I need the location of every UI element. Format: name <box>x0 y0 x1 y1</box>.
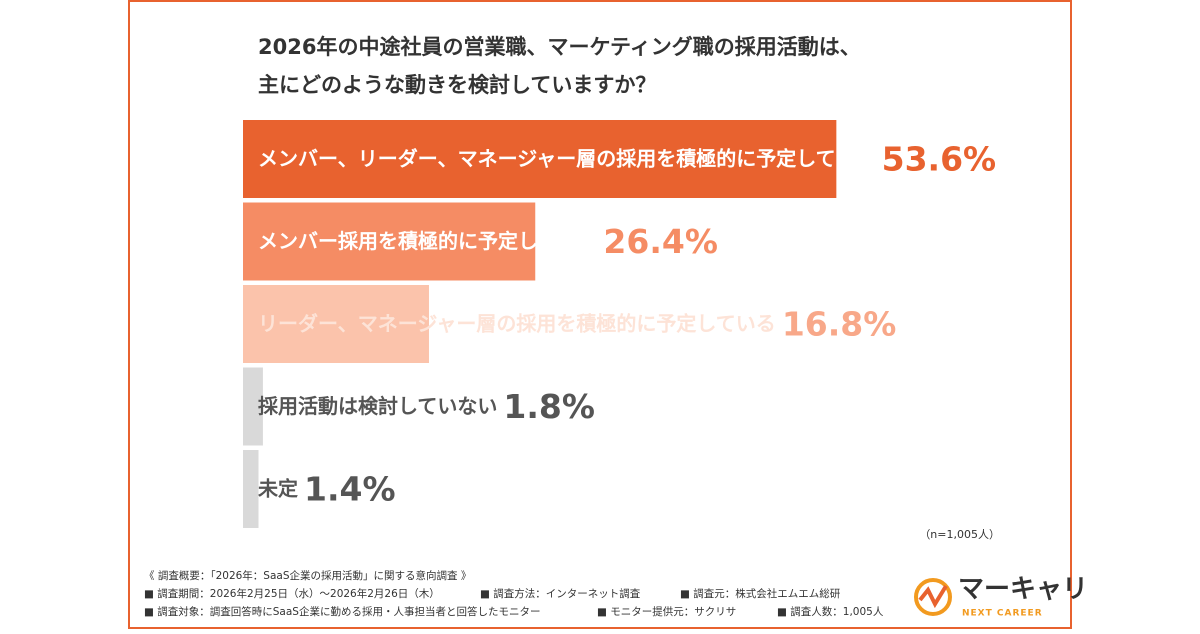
logo-name: マーキャリ <box>958 575 1088 605</box>
logo-tagline: NEXT CAREER <box>962 609 1043 619</box>
survey-item: ■ 調査対象：調査回答時にSaaS企業に勤める採用・人事担当者と回答したモニター <box>144 605 540 618</box>
survey-item: ■ 調査人数：1,005人 <box>777 605 884 618</box>
category-label: 未定 <box>258 477 298 501</box>
survey-heading: 《 調査概要：「2026年：SaaS企業の採用活動」に関する意向調査 》 <box>144 569 471 582</box>
bar <box>243 202 536 281</box>
bar <box>243 450 259 528</box>
category-label: 採用活動は検討していない <box>258 394 497 418</box>
bar <box>243 120 837 198</box>
survey-item: ■ 調査元：株式会社エムエム総研 <box>680 587 841 600</box>
survey-item: ■ 調査方法：インターネット調査 <box>480 587 641 600</box>
value-label: 1.4% <box>304 470 396 509</box>
logo-icon <box>914 578 952 616</box>
category-label: メンバー、リーダー、マネージャー層の採用を積極的に予定している <box>258 147 876 171</box>
logo-icon <box>918 584 948 609</box>
value-label: 53.6% <box>882 140 997 179</box>
survey-item: ■ 調査期間：2026年2月25日（水）～2026年2月26日（木） <box>144 587 440 600</box>
value-label: 1.8% <box>503 387 595 426</box>
category-label: リーダー、マネージャー層の採用を積極的に予定している <box>258 312 776 336</box>
sample-note: （n=1,005人） <box>919 528 1000 541</box>
chart-title: 2026年の中途社員の営業職、マーケティング職の採用活動は、 <box>258 35 861 59</box>
survey-item: ■ モニター提供元：サクリサ <box>597 605 736 618</box>
value-label: 16.8% <box>782 305 897 344</box>
bar <box>243 285 429 363</box>
logo: マーキャリ NEXT CAREER <box>914 575 1088 619</box>
category-label: メンバー採用を積極的に予定している <box>258 229 597 253</box>
chart-title: 主にどのような動きを検討していますか？ <box>258 73 656 97</box>
value-label: 26.4% <box>603 222 718 261</box>
bar <box>243 367 263 446</box>
